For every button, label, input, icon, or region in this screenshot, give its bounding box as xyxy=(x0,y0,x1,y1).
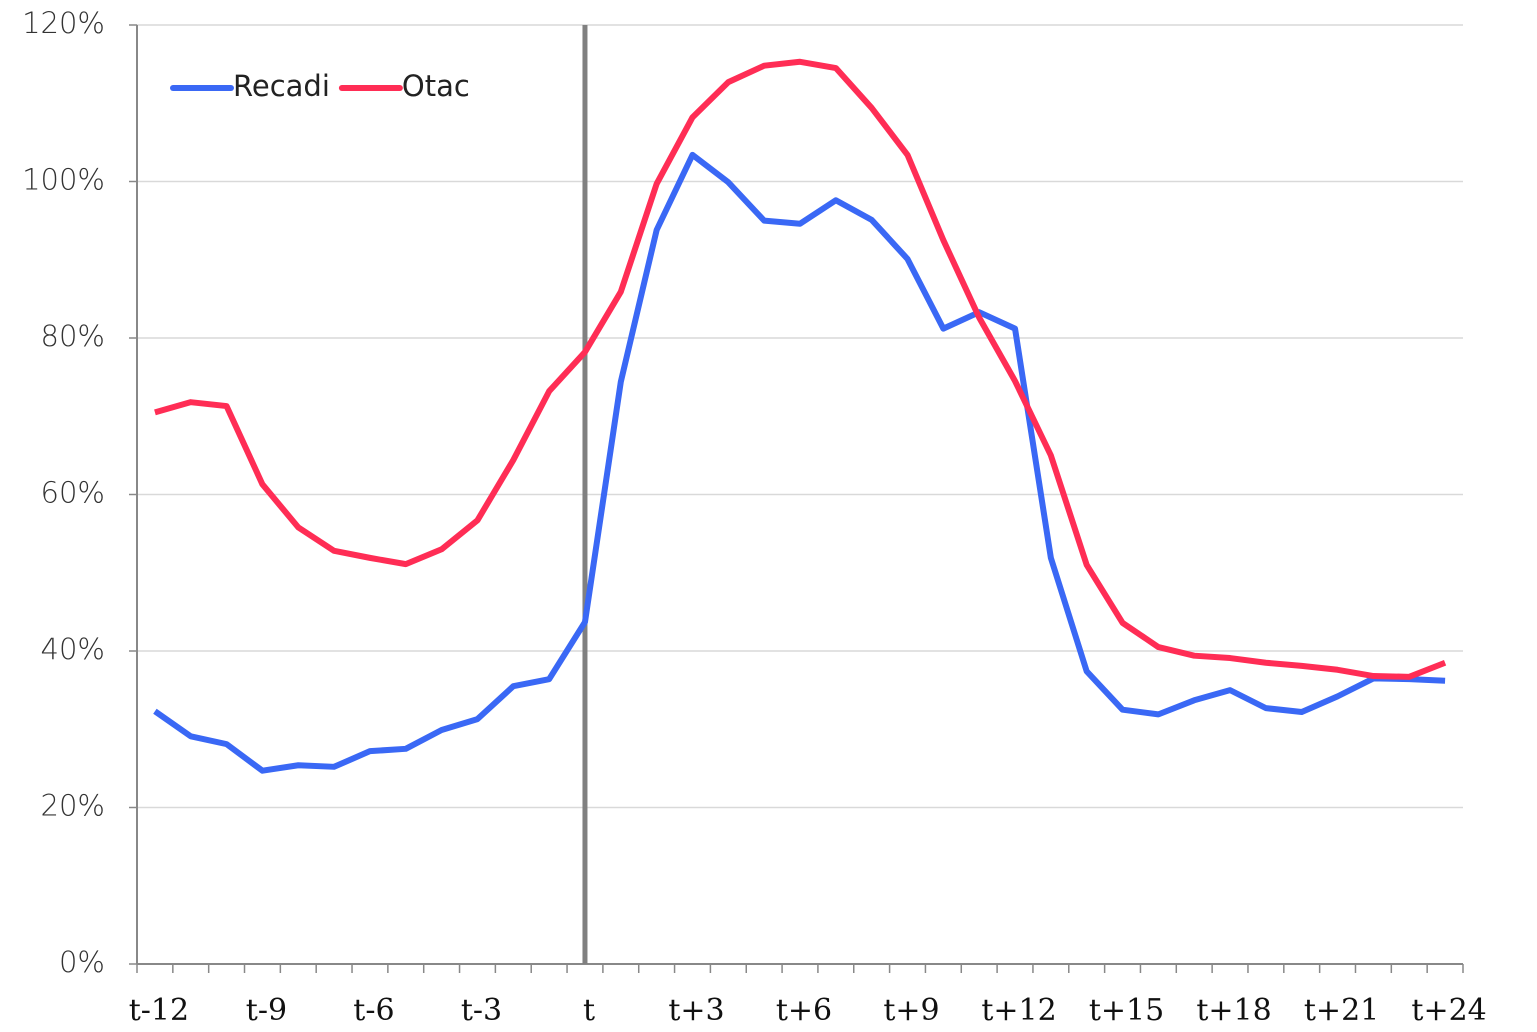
x-tick-label: t+21 xyxy=(1304,993,1379,1028)
y-tick-label: 0% xyxy=(59,945,105,979)
legend-label: Otac xyxy=(402,69,470,103)
x-tick-label: t+9 xyxy=(883,993,939,1028)
x-tick-label: t-12 xyxy=(129,993,189,1028)
x-tick-label: t+24 xyxy=(1411,993,1486,1028)
x-tick-label: t-3 xyxy=(461,993,502,1028)
x-tick-label: t xyxy=(583,993,595,1028)
y-tick-label: 20% xyxy=(41,789,105,823)
y-tick-label: 40% xyxy=(41,632,105,666)
y-tick-label: 100% xyxy=(22,163,105,197)
legend-label: Recadi xyxy=(233,69,330,103)
x-tick-label: t-6 xyxy=(353,993,394,1028)
x-tick-label: t+15 xyxy=(1089,993,1164,1028)
x-tick-label: t+6 xyxy=(776,993,832,1028)
x-tick-label: t+18 xyxy=(1196,993,1271,1028)
x-tick-label: t-9 xyxy=(246,993,287,1028)
line-series xyxy=(154,58,1447,680)
x-tick-label: t+12 xyxy=(981,993,1056,1028)
line-series xyxy=(153,151,1446,774)
y-tick-label: 60% xyxy=(41,476,105,510)
y-tick-label: 120% xyxy=(22,6,105,40)
x-tick-label: t+3 xyxy=(668,993,724,1028)
y-tick-label: 80% xyxy=(41,319,105,353)
